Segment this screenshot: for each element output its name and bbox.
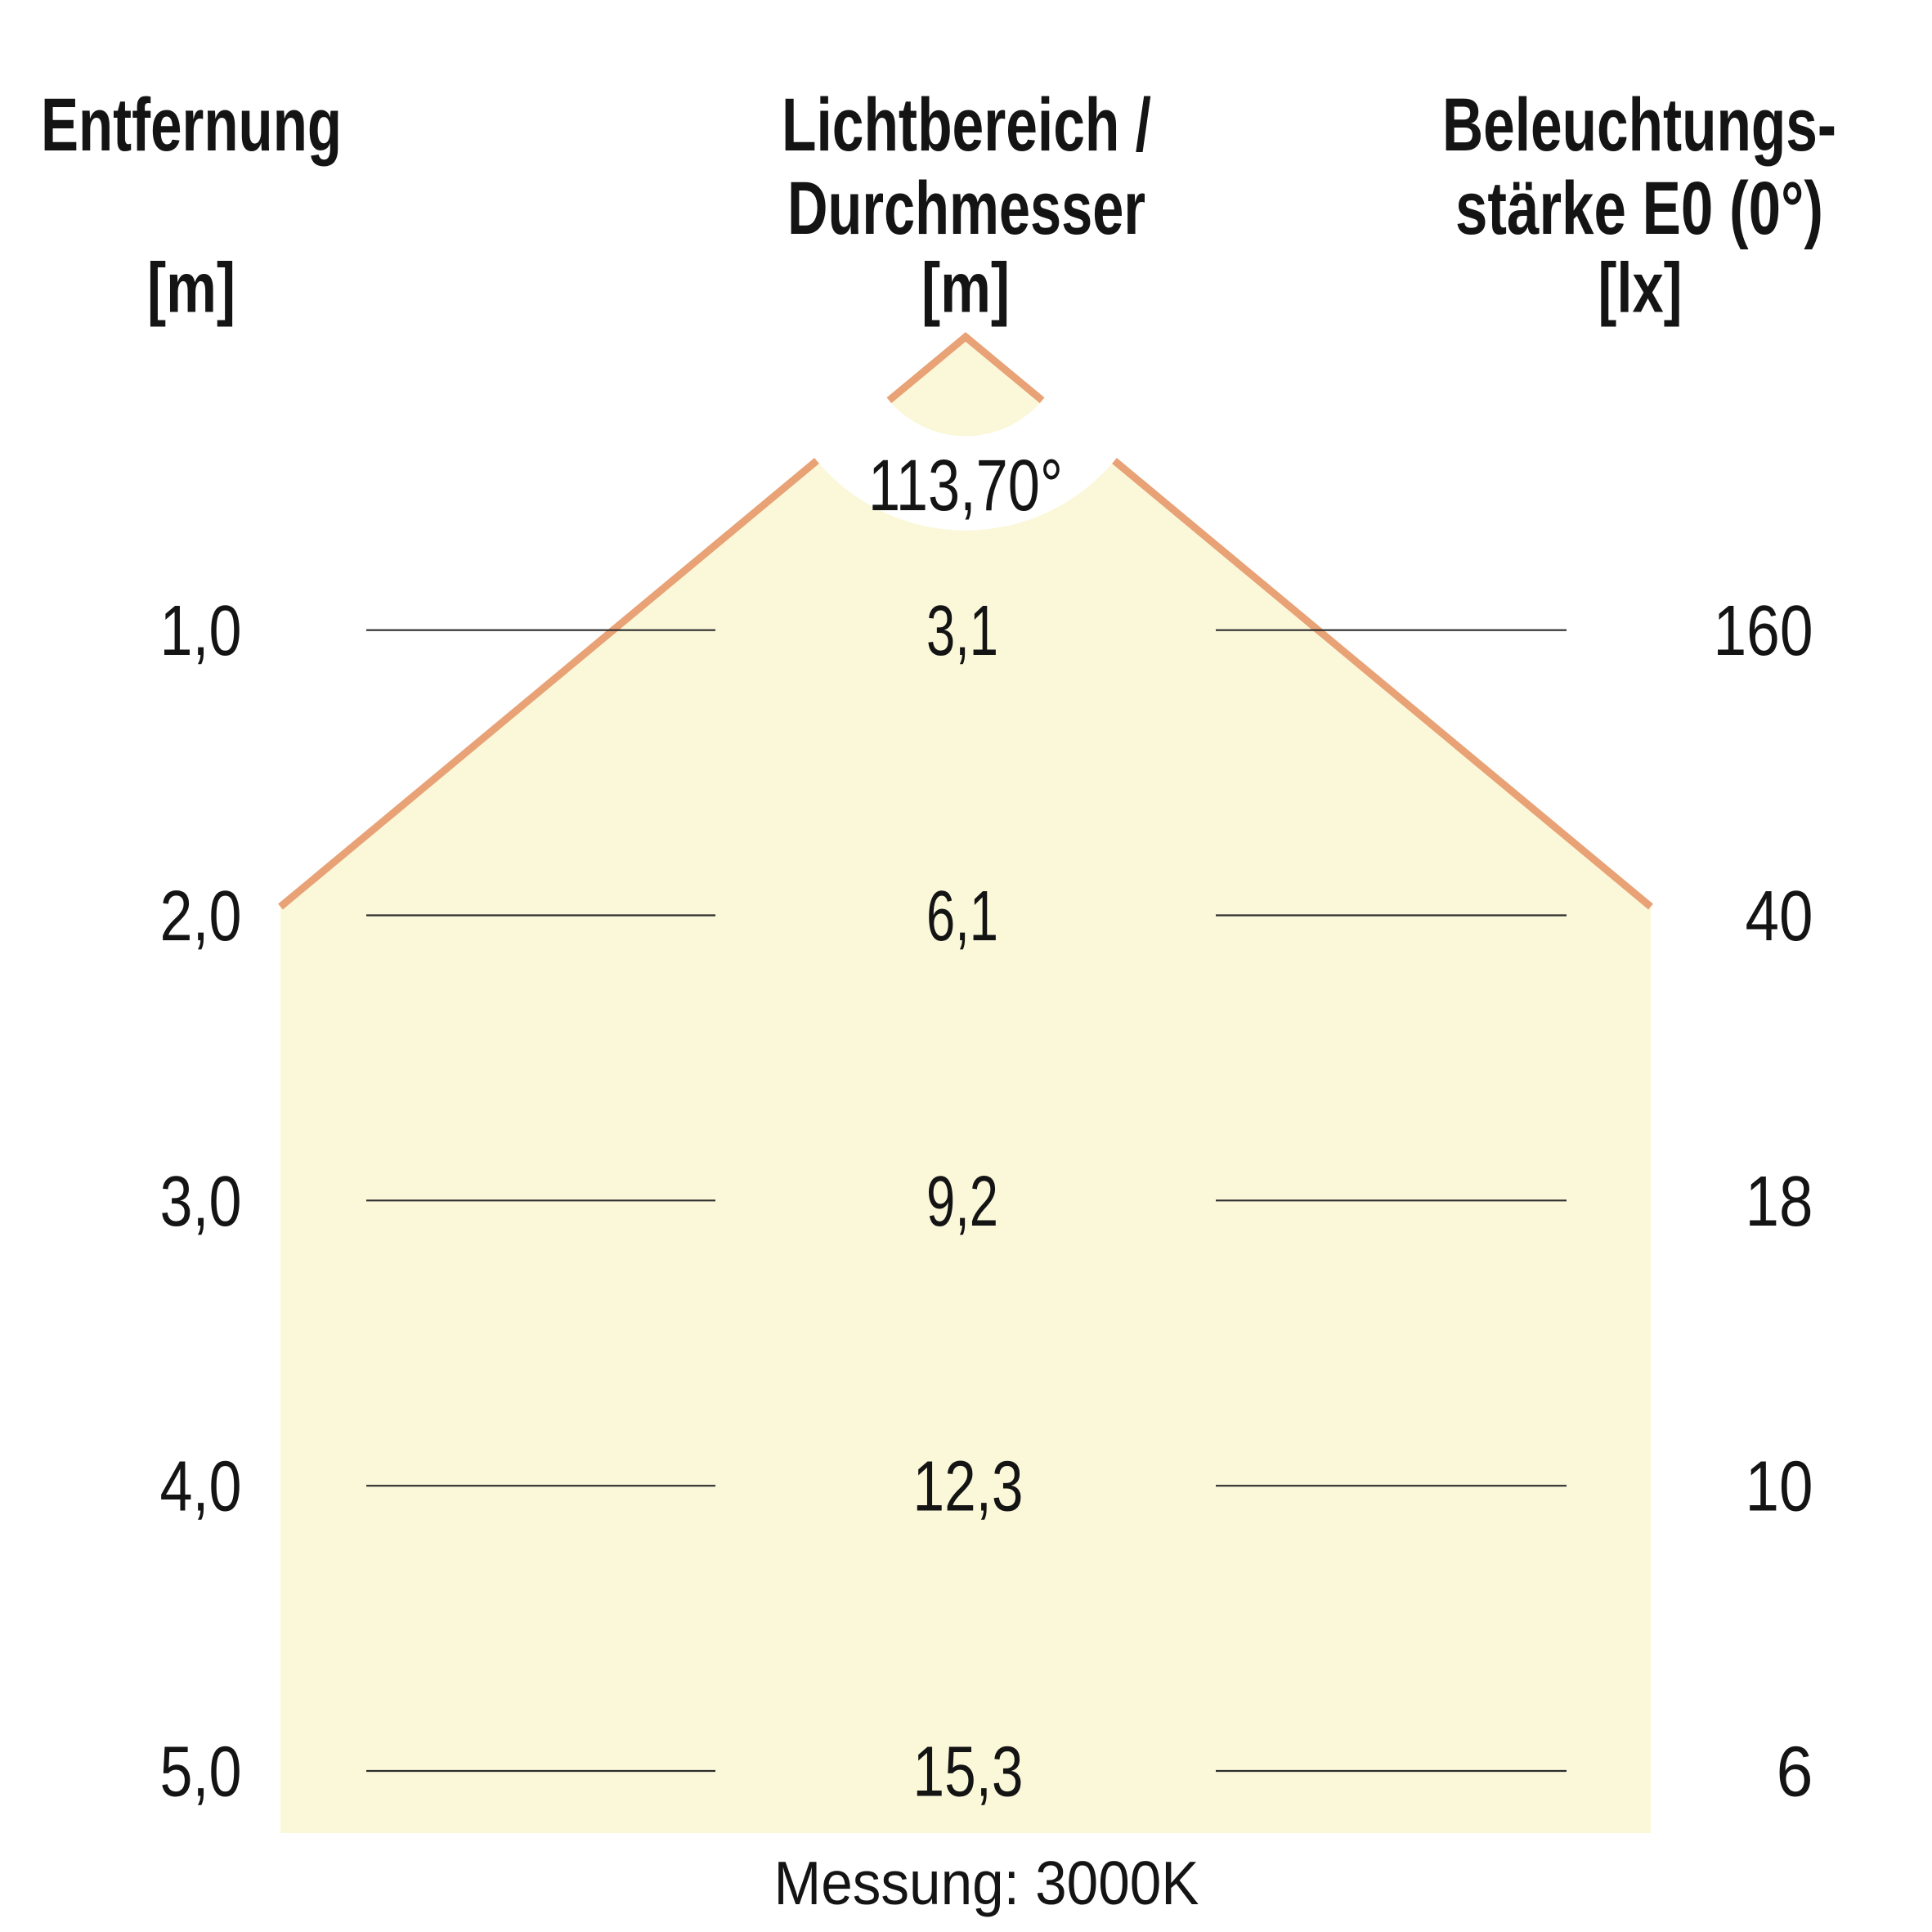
svg-text:18: 18 bbox=[1746, 1162, 1813, 1241]
svg-text:Durchmesser: Durchmesser bbox=[787, 167, 1145, 250]
svg-text:113,70°: 113,70° bbox=[868, 444, 1063, 526]
svg-text:Messung: 3000K: Messung: 3000K bbox=[774, 1849, 1199, 1917]
svg-text:6: 6 bbox=[1777, 1733, 1813, 1812]
svg-text:3,1: 3,1 bbox=[926, 591, 998, 670]
svg-text:5,0: 5,0 bbox=[160, 1733, 242, 1812]
svg-text:12,3: 12,3 bbox=[913, 1447, 1024, 1526]
svg-text:4,0: 4,0 bbox=[160, 1447, 242, 1526]
svg-text:10: 10 bbox=[1746, 1447, 1813, 1526]
svg-text:3,0: 3,0 bbox=[160, 1162, 242, 1241]
svg-text:15,3: 15,3 bbox=[913, 1733, 1024, 1812]
svg-text:1,0: 1,0 bbox=[160, 591, 242, 670]
svg-text:2,0: 2,0 bbox=[160, 876, 242, 956]
svg-text:Beleuchtungs-: Beleuchtungs- bbox=[1442, 83, 1836, 167]
svg-text:6,1: 6,1 bbox=[926, 876, 998, 956]
svg-text:Entfernung: Entfernung bbox=[41, 83, 342, 167]
svg-text:40: 40 bbox=[1746, 876, 1813, 956]
svg-text:[m]: [m] bbox=[147, 249, 235, 328]
svg-text:160: 160 bbox=[1714, 591, 1813, 670]
svg-text:[m]: [m] bbox=[921, 249, 1010, 328]
svg-text:[lx]: [lx] bbox=[1598, 249, 1683, 328]
svg-text:9,2: 9,2 bbox=[926, 1162, 998, 1241]
svg-text:stärke E0 (0°): stärke E0 (0°) bbox=[1455, 167, 1823, 250]
svg-text:Lichtbereich /: Lichtbereich / bbox=[782, 83, 1151, 167]
